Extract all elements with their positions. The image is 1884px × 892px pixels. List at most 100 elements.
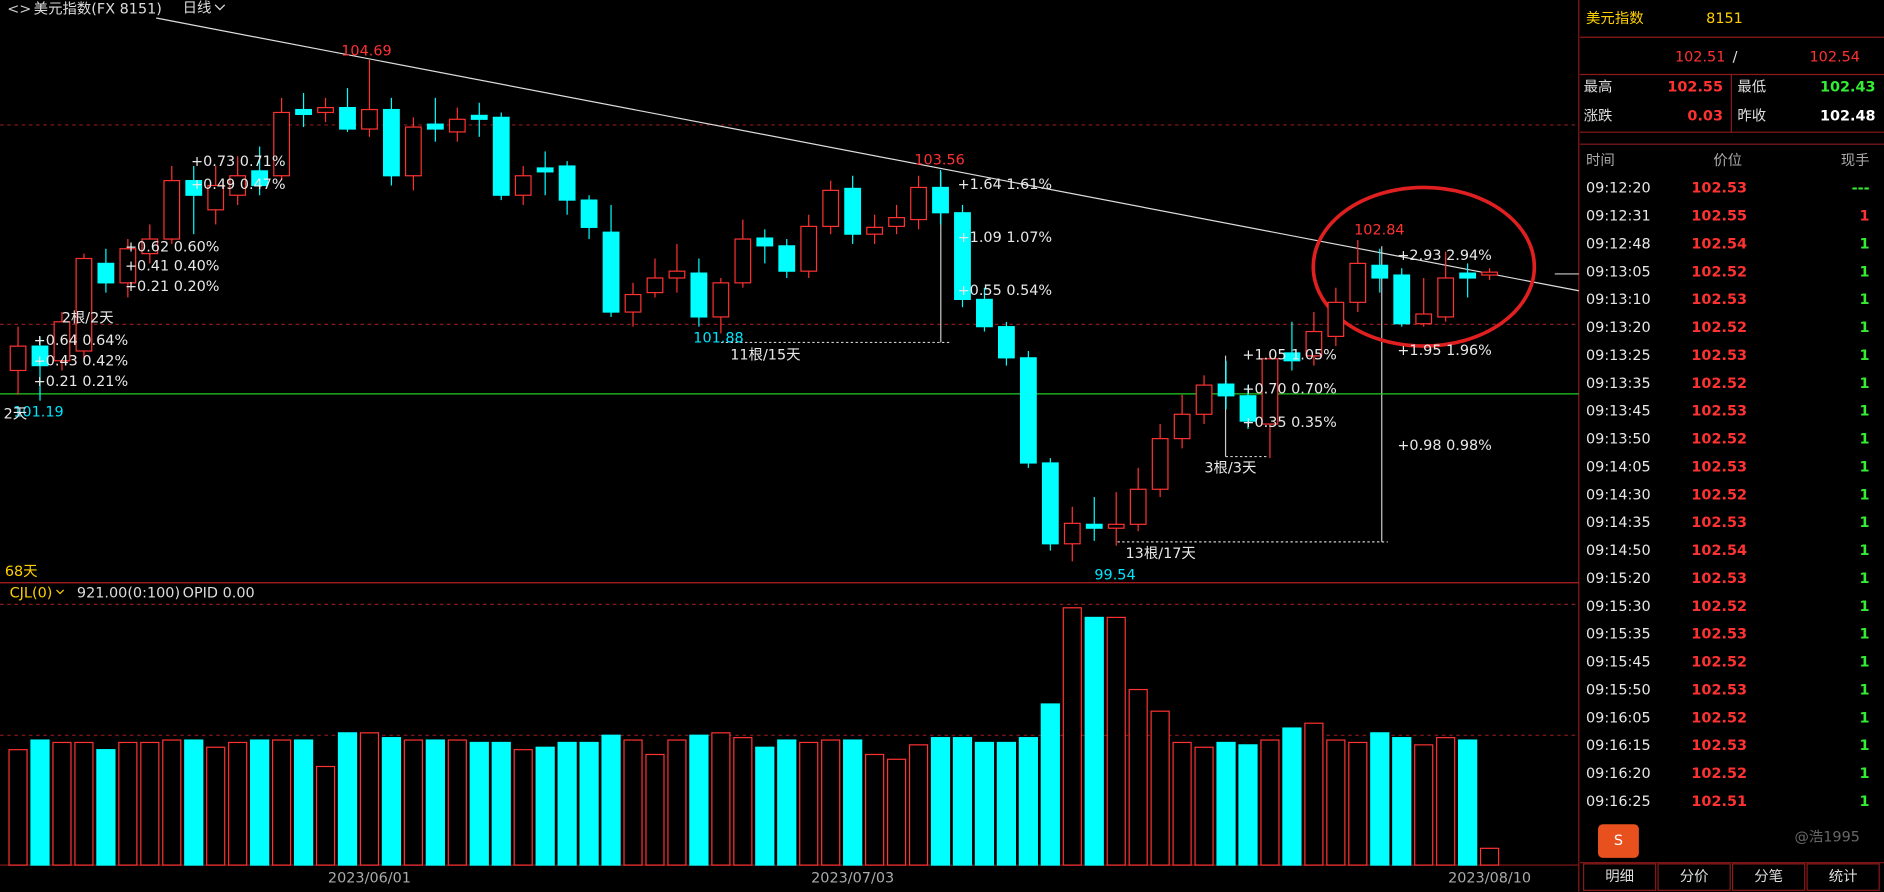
- tick-price: 102.51: [1691, 794, 1747, 810]
- annotation: +0.21 0.21%: [34, 374, 129, 390]
- tick-time: 09:13:05: [1586, 264, 1651, 280]
- symbol-title: 美元指数(FX 8151): [34, 1, 162, 18]
- tab-label[interactable]: 统计: [1829, 868, 1858, 885]
- tick-price: 102.54: [1691, 236, 1747, 252]
- candle-body: [602, 231, 620, 313]
- tab-label[interactable]: 分笔: [1754, 868, 1783, 885]
- tab[interactable]: [1583, 863, 1657, 891]
- tick-time: 09:13:50: [1586, 432, 1651, 448]
- tick-size: 1: [1860, 655, 1870, 671]
- candle-body: [361, 108, 378, 130]
- tick-price: 102.52: [1691, 376, 1747, 392]
- tick-size: 1: [1860, 794, 1870, 810]
- tick-time: 09:16:05: [1586, 710, 1651, 726]
- x-tick-label: 2023/06/01: [328, 870, 411, 886]
- volume-bar: [206, 746, 226, 866]
- price-label: 101.19: [13, 405, 63, 421]
- dropdown-arrow[interactable]: [56, 589, 65, 595]
- candle-body: [53, 321, 71, 362]
- tick-time: 09:12:20: [1586, 181, 1651, 197]
- volume-bar: [1128, 688, 1148, 866]
- volume-bar: [1392, 737, 1412, 866]
- logo: [1598, 824, 1639, 858]
- volume-bar: [974, 741, 995, 866]
- candle-body: [207, 184, 225, 211]
- volume-bar: [293, 739, 314, 866]
- volume-bar: [645, 753, 665, 866]
- tick-price: 102.52: [1691, 655, 1747, 671]
- volume-bar: [403, 739, 423, 866]
- volume-bar: [1260, 739, 1280, 866]
- tick-size: 1: [1860, 627, 1870, 643]
- tick-size: 1: [1860, 487, 1870, 503]
- candle-body: [866, 226, 884, 235]
- highlight-circle: [1311, 185, 1537, 348]
- candle-body: [910, 186, 927, 221]
- tick-time: 09:16:20: [1586, 766, 1651, 782]
- period-selector[interactable]: 日线: [183, 0, 212, 16]
- candle-body: [580, 199, 598, 228]
- candle-body: [1371, 264, 1389, 279]
- quote-details: 最高 102.55 最低 102.43 涨跌 0.03 昨收 102.48 时间 价位 现手 09:1…: [1583, 79, 1880, 891]
- tick-time: 09:13:10: [1586, 292, 1651, 308]
- tick-price: 102.52: [1691, 710, 1747, 726]
- annotation: +0.49 0.47%: [191, 177, 285, 193]
- tick-price: 102.53: [1691, 348, 1747, 364]
- candle-body: [756, 237, 774, 247]
- tick-price: 102.52: [1691, 599, 1747, 615]
- tab[interactable]: [1731, 863, 1806, 891]
- tick-size: 1: [1860, 292, 1870, 308]
- candle-body: [9, 345, 27, 372]
- candle-body: [997, 326, 1015, 359]
- volume-bar: [843, 739, 863, 866]
- volume-bar: [1150, 710, 1170, 866]
- tab[interactable]: [1657, 863, 1731, 891]
- volume-bar: [952, 737, 973, 866]
- volume-bar: [337, 732, 358, 866]
- price-label: 99.54: [1094, 568, 1135, 584]
- menu-icon[interactable]: <>: [7, 2, 31, 18]
- tick-time: 09:15:20: [1586, 571, 1651, 587]
- volume-bar: [96, 749, 116, 866]
- tick-time: 09:13:25: [1586, 348, 1651, 364]
- candle-body: [295, 108, 312, 116]
- stat-value: 0.03: [1687, 109, 1723, 125]
- candle-body: [1349, 262, 1367, 303]
- bid-price: 102.51: [1675, 50, 1725, 66]
- volume-bar: [930, 737, 951, 866]
- candle-body: [1305, 330, 1323, 357]
- tick-time: 09:13:20: [1586, 320, 1651, 336]
- tab-label[interactable]: 分价: [1680, 868, 1709, 885]
- candle-body: [1041, 462, 1059, 545]
- tick-price: 102.55: [1691, 209, 1747, 225]
- x-tick-label: 2023/08/10: [1448, 870, 1531, 886]
- volume-bar: [1479, 847, 1500, 866]
- candle-body: [1481, 271, 1499, 276]
- tick-time: 09:15:50: [1586, 682, 1651, 698]
- stat-value: 102.43: [1820, 80, 1876, 96]
- candle-body: [800, 225, 818, 272]
- candle-body: [888, 217, 905, 227]
- candle-body: [1459, 272, 1477, 279]
- volume-bar: [184, 739, 204, 866]
- candlestick-chart: 2023/06/01 2023/07/03 2023/08/10 104.69 103.…: [0, 43, 1579, 886]
- annotation: +0.98 0.98%: [1397, 438, 1492, 454]
- volume-bar: [601, 734, 621, 866]
- candle-body: [163, 180, 181, 240]
- column-header: 现手: [1841, 152, 1870, 169]
- annotation: +1.09 1.07%: [958, 230, 1053, 246]
- candle-body: [844, 187, 862, 235]
- quote-code: 8151: [1706, 11, 1743, 27]
- price-label: 104.69: [341, 43, 391, 59]
- tab[interactable]: [1806, 863, 1880, 891]
- indicator-name[interactable]: CJL(0): [10, 586, 53, 602]
- volume-bar: [1326, 739, 1346, 866]
- candle-body: [97, 262, 115, 284]
- candle-body: [141, 238, 159, 255]
- tick-size: 1: [1860, 320, 1870, 336]
- tab-label[interactable]: 明细: [1605, 868, 1634, 885]
- annotation: +1.95 1.96%: [1397, 343, 1492, 359]
- dropdown-arrow[interactable]: [214, 4, 226, 11]
- volume-bar: [1282, 727, 1302, 866]
- volume-bar: [667, 739, 687, 866]
